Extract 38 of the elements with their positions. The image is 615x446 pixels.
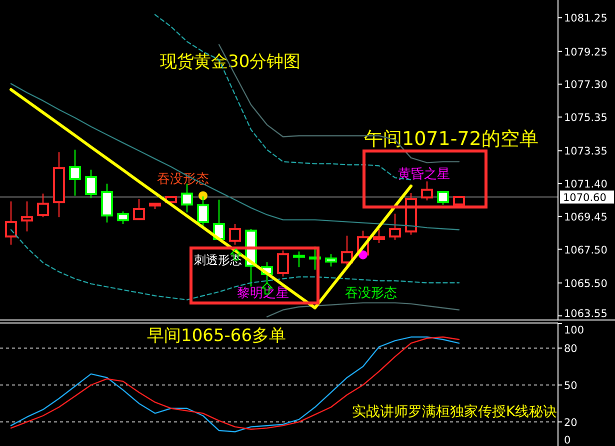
- annotation: 吞没形态: [345, 286, 397, 301]
- candlestick: [293, 250, 305, 268]
- candlestick: [453, 196, 465, 206]
- y-tick-label: 1065.50: [564, 278, 608, 290]
- candlestick: [5, 200, 17, 246]
- candlestick: [69, 149, 81, 196]
- candlestick: [101, 183, 113, 224]
- y-tick-label: 50: [564, 380, 578, 392]
- annotation: 黄昏之星: [398, 167, 450, 182]
- y-tick-label: 1075.35: [564, 112, 608, 124]
- candlestick: [53, 151, 65, 218]
- y-tick-label: 100: [564, 324, 584, 336]
- annotation: 实战讲师罗满桓独家传授K线秘诀: [352, 404, 558, 420]
- y-tick-label: 1073.35: [564, 146, 608, 158]
- y-tick-label: 1079.25: [564, 46, 608, 58]
- candlestick: [373, 228, 385, 244]
- candlestick: [389, 213, 401, 240]
- candlestick: [181, 183, 193, 213]
- annotation: 早间1065-66多单: [147, 326, 286, 346]
- candlestick: [437, 191, 449, 206]
- y-tick-label: 20: [564, 416, 578, 429]
- candlestick: [325, 254, 337, 268]
- candlestick: [85, 169, 97, 199]
- candlestick: [341, 235, 353, 268]
- y-tick-label: 1071.40: [564, 178, 608, 191]
- y-tick-label: 1067.50: [564, 244, 608, 256]
- y-tick-label: 1069.45: [564, 211, 608, 224]
- candlestick: [421, 180, 433, 202]
- y-tick-label: 0: [564, 434, 571, 446]
- candlestick: [37, 193, 49, 218]
- y-tick-label: 1077.30: [564, 79, 608, 92]
- ref-line-label: 1070.60: [563, 192, 606, 204]
- y-tick-label: 80: [564, 343, 578, 356]
- candlestick: [133, 198, 145, 220]
- y-tick-label: 1063.55: [564, 308, 608, 320]
- y-tick-label: 1081.25: [564, 12, 608, 25]
- candlestick: [21, 200, 33, 232]
- line-series: [266, 302, 460, 318]
